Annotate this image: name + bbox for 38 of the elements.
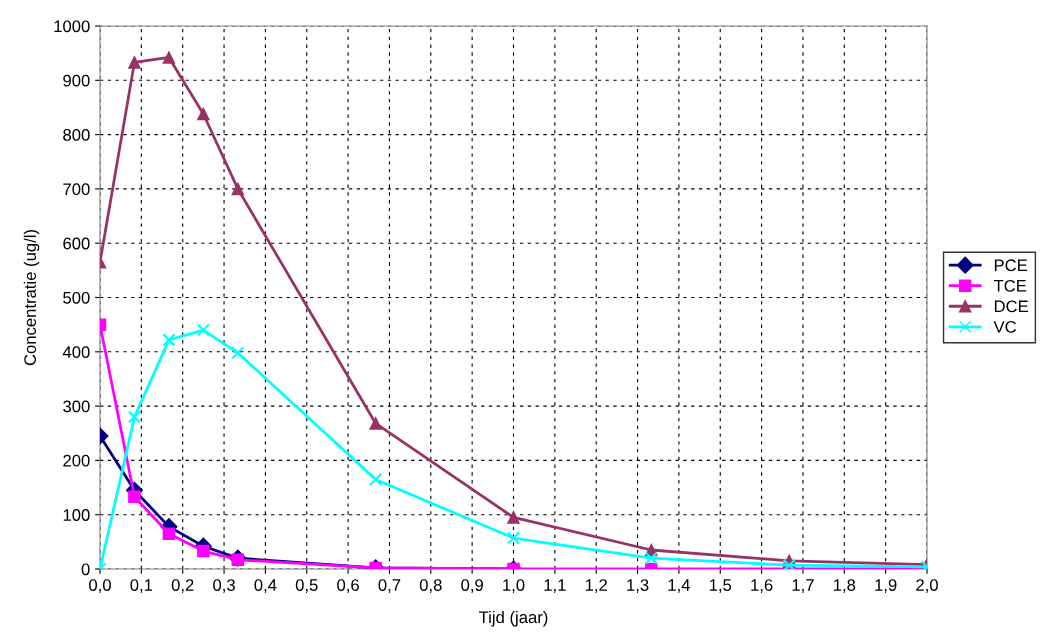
y-tick-label: 700: [63, 183, 90, 196]
x-tick-label: 0,4: [254, 579, 277, 593]
y-tick-label: 900: [63, 74, 90, 87]
y-tick-label: 400: [62, 346, 90, 358]
legend-label: TCE: [993, 279, 1027, 292]
x-tick-label: 1,1: [544, 579, 566, 593]
y-axis-title: Concentratie (ug/l): [23, 229, 40, 366]
x-tick-label: 1,7: [792, 579, 814, 593]
x-tick-label: 0,0: [89, 579, 111, 593]
x-tick-label: 0,7: [378, 579, 401, 593]
y-tick-label: 300: [63, 400, 90, 413]
x-tick-label: 2,0: [916, 579, 938, 593]
y-tick-label: 100: [63, 509, 90, 521]
x-tick-label: 1,6: [751, 579, 773, 593]
y-tick-label: 500: [63, 291, 90, 304]
x-tick-label: 1,3: [627, 579, 649, 593]
x-tick-label: 0,5: [295, 579, 318, 593]
y-tick-label: 200: [63, 454, 90, 467]
y-tick-label: 600: [63, 237, 90, 250]
x-tick-label: 1,5: [709, 579, 732, 593]
x-tick-label: 1,8: [833, 579, 856, 593]
y-tick-label: 0: [81, 563, 90, 576]
x-tick-label: 0,9: [461, 579, 483, 593]
x-tick-label: 0,6: [337, 579, 359, 593]
x-tick-label: 0,8: [419, 579, 442, 593]
legend-label: DCE: [994, 300, 1029, 313]
x-axis-title: Tijd (jaar): [479, 610, 548, 627]
y-tick-label: 1000: [54, 20, 90, 33]
x-tick-label: 0,2: [171, 579, 194, 593]
legend-label: VC: [993, 320, 1017, 333]
x-tick-label: 1,0: [503, 579, 525, 593]
x-tick-label: 0,3: [213, 579, 235, 593]
x-tick-label: 0,1: [130, 579, 153, 593]
legend-label: PCE: [994, 259, 1028, 272]
y-tick-label: 800: [63, 129, 90, 141]
x-tick-label: 1,4: [668, 579, 690, 593]
x-tick-label: 1,9: [875, 579, 897, 593]
x-tick-label: 1,2: [585, 579, 607, 593]
